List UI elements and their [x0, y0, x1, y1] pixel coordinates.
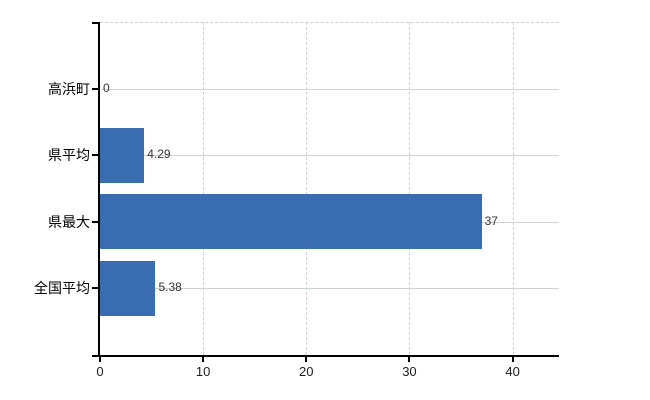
gridline-v: [409, 22, 411, 355]
gridline-v: [306, 22, 308, 355]
y-tick-mark: [92, 220, 98, 223]
y-axis-line: [98, 22, 100, 357]
x-tick-mark: [202, 357, 205, 362]
gridline-v: [203, 22, 205, 355]
category-label: 高浜町: [48, 80, 90, 97]
x-tick-label: 10: [195, 364, 211, 379]
x-tick-mark: [408, 357, 411, 362]
x-tick-label: 0: [96, 364, 104, 379]
y-tick-mark: [92, 22, 98, 24]
category-label: 県最大: [48, 213, 90, 230]
gridline-h: [100, 155, 559, 157]
bar-value-label: 37: [484, 213, 498, 228]
gridline-h: [100, 88, 559, 90]
x-axis-line: [98, 355, 559, 357]
x-tick-mark: [99, 357, 101, 362]
bar-value-label: 4.29: [147, 147, 171, 162]
bar-value-label: 5.38: [158, 280, 182, 295]
x-tick-label: 40: [505, 364, 520, 379]
plot-top-border: [100, 22, 559, 23]
gridline-h: [100, 288, 559, 290]
bar-value-label: 0: [103, 80, 110, 95]
y-tick-mark: [92, 154, 98, 157]
y-tick-mark: [92, 355, 98, 357]
x-tick-label: 20: [299, 364, 314, 379]
bar: [100, 194, 482, 250]
gridline-v: [512, 22, 514, 355]
y-tick-mark: [92, 87, 98, 90]
x-tick-label: 30: [402, 364, 417, 379]
x-tick-mark: [305, 357, 308, 362]
bar: [100, 127, 145, 183]
category-label: 県平均: [48, 147, 90, 164]
y-tick-mark: [92, 287, 98, 290]
category-label: 全国平均: [34, 280, 90, 297]
x-tick-mark: [511, 357, 514, 362]
bar: [100, 260, 156, 316]
